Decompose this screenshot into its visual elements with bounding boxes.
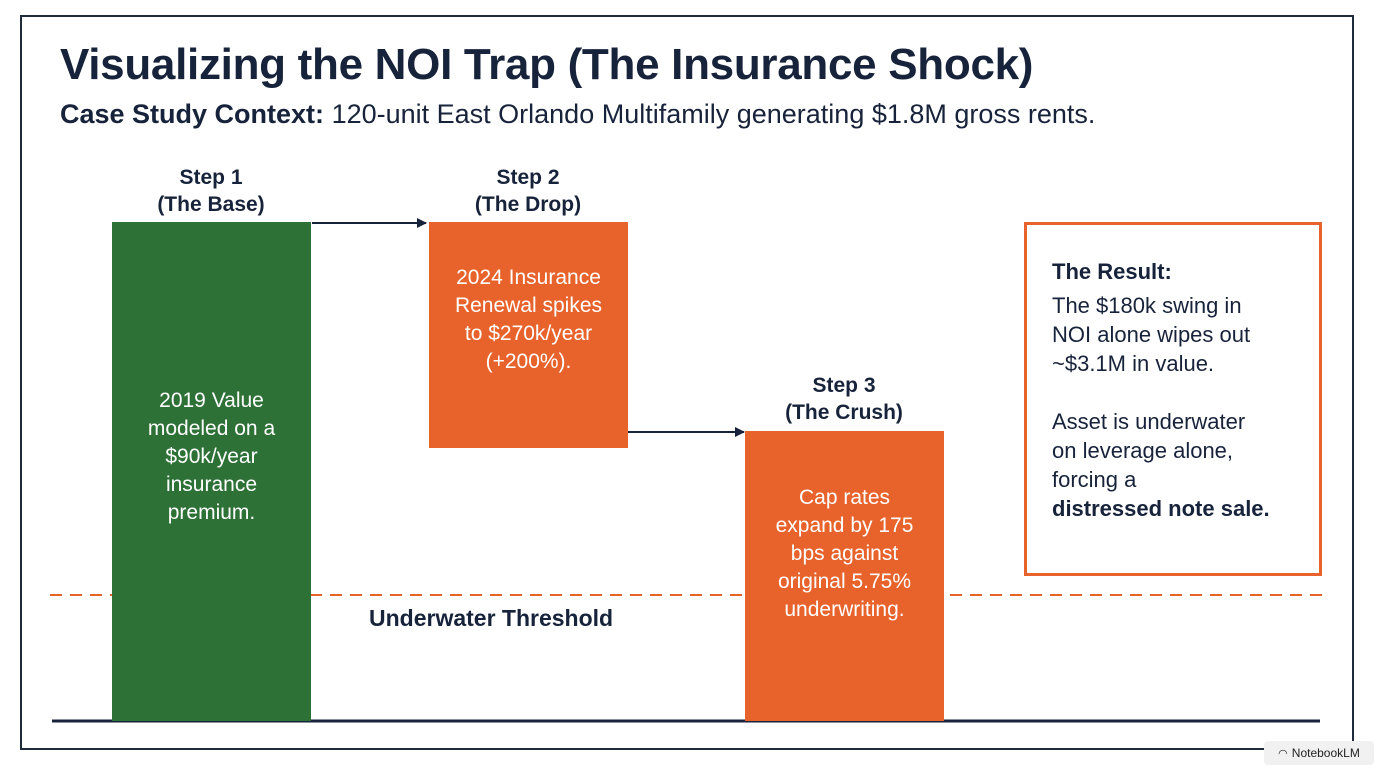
step3-bar: Cap rates expand by 175 bps against orig… <box>745 431 944 721</box>
notebooklm-badge: ◠ NotebookLM <box>1264 741 1374 765</box>
result-line: NOI alone wipes out <box>1052 322 1251 347</box>
step1-bar: 2019 Value modeled on a $90k/year insura… <box>112 222 311 721</box>
step2-body: 2024 Insurance Renewal spikes to $270k/y… <box>455 264 602 376</box>
step1-heading-line2: (The Base) <box>157 193 265 216</box>
result-line: forcing a <box>1052 467 1137 492</box>
step1-heading-line1: Step 1 <box>179 166 243 189</box>
step3-heading-line2: (The Crush) <box>785 401 903 424</box>
step1-heading: Step 1 (The Base) <box>101 164 321 218</box>
step3-body-line: original 5.75% <box>777 570 912 593</box>
step3-body-line: underwriting. <box>784 598 905 621</box>
step1-body: 2019 Value modeled on a $90k/year insura… <box>148 387 275 527</box>
page-subtitle: Case Study Context: 120-unit East Orland… <box>60 99 1095 130</box>
subtitle-text: 120-unit East Orlando Multifamily genera… <box>331 99 1096 129</box>
step1-body-line: $90k/year <box>165 444 258 468</box>
subtitle-label: Case Study Context: <box>60 99 325 129</box>
step3-body-line: Cap rates <box>798 486 891 509</box>
page-title: Visualizing the NOI Trap (The Insurance … <box>60 40 1034 89</box>
result-line: on leverage alone, <box>1052 438 1234 463</box>
step2-bar: 2024 Insurance Renewal spikes to $270k/y… <box>429 222 628 448</box>
result-line: ~$3.1M in value. <box>1052 351 1215 376</box>
result-line: Asset is underwater <box>1052 409 1246 434</box>
step2-heading-line2: (The Drop) <box>474 193 582 216</box>
step2-heading: Step 2 (The Drop) <box>418 164 638 218</box>
result-box: The Result: The $180k swing in NOI alone… <box>1024 222 1322 576</box>
step3-body-line: expand by 175 <box>775 514 914 537</box>
step3-heading: Step 3 (The Crush) <box>734 372 954 426</box>
step1-body-line: 2019 Value <box>159 388 264 412</box>
underwater-threshold-label: Underwater Threshold <box>369 605 614 631</box>
step1-body-line: premium. <box>167 500 256 524</box>
step3-body: Cap rates expand by 175 bps against orig… <box>776 484 914 624</box>
step3-heading-line1: Step 3 <box>812 374 876 397</box>
notebooklm-label: NotebookLM <box>1291 746 1360 760</box>
result-emphasis: distressed note sale. <box>1052 496 1270 521</box>
step2-heading-line1: Step 2 <box>496 166 560 189</box>
step2-body-line: to $270k/year <box>464 322 593 345</box>
step2-body-line: 2024 Insurance <box>456 266 601 289</box>
step3-body-line: bps against <box>790 542 899 565</box>
notebooklm-logo-icon: ◠ <box>1278 747 1288 760</box>
result-line: The $180k swing in <box>1052 293 1242 318</box>
step2-body-line: (+200%). <box>485 350 572 373</box>
step1-body-line: insurance <box>165 472 258 496</box>
result-title: The Result: <box>1052 259 1172 284</box>
step2-body-line: Renewal spikes <box>454 294 603 317</box>
step1-body-line: modeled on a <box>147 416 276 440</box>
slide-frame <box>20 15 1354 750</box>
